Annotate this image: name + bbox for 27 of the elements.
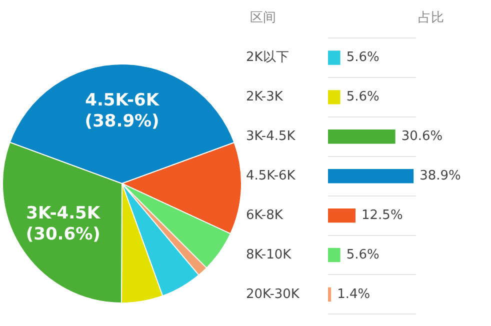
y-tick-label: 8K-10K — [246, 247, 292, 262]
data-label: 1.4% — [337, 286, 370, 302]
data-label: (30.6%) — [26, 224, 100, 244]
data-label: 5.6% — [346, 50, 380, 66]
data-label: 12.5% — [362, 208, 403, 223]
y-tick-label: 20K-30K — [246, 286, 300, 302]
bar — [328, 130, 396, 144]
slice-label: 4.5K-6K — [85, 90, 160, 111]
y-tick-label: 2K-3K — [246, 90, 284, 105]
bar — [328, 50, 340, 65]
y-tick-label: 4.5K-6K — [246, 168, 296, 184]
bar — [328, 208, 356, 223]
data-label: (38.9%) — [84, 112, 160, 132]
data-label: 38.9% — [420, 168, 461, 184]
bar — [328, 287, 332, 302]
bar — [328, 169, 414, 184]
y-tick-label: 2K以下 — [246, 50, 289, 66]
data-label: 30.6% — [401, 129, 443, 144]
text: 占比 — [418, 10, 444, 26]
bar — [328, 248, 340, 262]
slice-label: 3K-4.5K — [26, 203, 101, 224]
data-label: 5.6% — [346, 90, 380, 105]
data-label: 5.6% — [346, 247, 380, 262]
text: 区间 — [250, 10, 276, 26]
y-tick-label: 3K-4.5K — [246, 129, 296, 144]
y-tick-label: 6K-8K — [246, 208, 284, 223]
bar — [328, 90, 340, 104]
